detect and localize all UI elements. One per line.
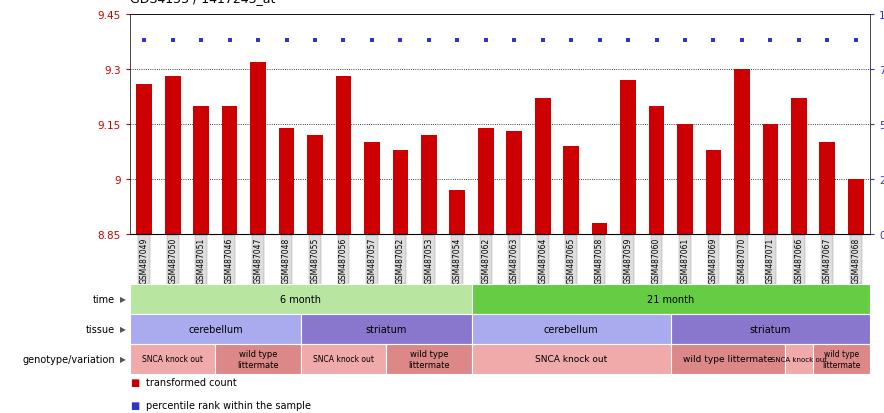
Bar — [507, 132, 522, 235]
Bar — [250, 62, 266, 235]
Bar — [471, 344, 671, 374]
Text: genotype/variation: genotype/variation — [22, 354, 115, 364]
Bar — [471, 284, 870, 314]
Text: SNCA knock out: SNCA knock out — [535, 355, 607, 363]
Text: striatum: striatum — [365, 324, 407, 334]
Bar — [671, 344, 785, 374]
Text: time: time — [93, 294, 115, 304]
Text: striatum: striatum — [750, 324, 791, 334]
Bar — [671, 314, 870, 344]
Bar — [164, 77, 180, 235]
Bar — [136, 85, 152, 235]
Text: SNCA knock out: SNCA knock out — [771, 356, 827, 362]
Bar — [278, 128, 294, 235]
Text: ▶: ▶ — [119, 355, 126, 363]
Text: wild type
littermate: wild type littermate — [822, 349, 861, 369]
Bar — [563, 147, 579, 235]
Text: wild type littermate: wild type littermate — [682, 355, 773, 363]
Text: cerebellum: cerebellum — [188, 324, 243, 334]
Text: wild type
littermate: wild type littermate — [408, 349, 450, 369]
Bar — [216, 344, 301, 374]
Bar — [478, 128, 493, 235]
Bar — [449, 190, 465, 235]
Bar — [222, 107, 238, 235]
Bar — [734, 70, 750, 235]
Bar — [677, 125, 693, 235]
Text: 21 month: 21 month — [647, 294, 695, 304]
Bar — [813, 344, 870, 374]
Bar — [130, 284, 471, 314]
Bar — [130, 344, 216, 374]
Text: ▶: ▶ — [119, 295, 126, 304]
Bar — [301, 344, 386, 374]
Bar — [591, 223, 607, 235]
Text: ▶: ▶ — [119, 325, 126, 334]
Text: SNCA knock out: SNCA knock out — [142, 355, 203, 363]
Bar — [848, 180, 864, 235]
Bar — [535, 99, 551, 235]
Text: GDS4153 / 1417243_at: GDS4153 / 1417243_at — [130, 0, 276, 5]
Bar — [307, 136, 323, 235]
Bar — [471, 314, 671, 344]
Text: 6 month: 6 month — [280, 294, 321, 304]
Bar — [785, 344, 813, 374]
Text: tissue: tissue — [86, 324, 115, 334]
Bar — [392, 150, 408, 235]
Text: ■: ■ — [130, 400, 140, 410]
Bar — [621, 81, 636, 235]
Bar — [791, 99, 807, 235]
Text: wild type
littermate: wild type littermate — [237, 349, 278, 369]
Bar — [819, 143, 835, 235]
Bar — [194, 107, 209, 235]
Bar — [649, 107, 665, 235]
Bar — [763, 125, 778, 235]
Text: transformed count: transformed count — [146, 377, 237, 387]
Text: percentile rank within the sample: percentile rank within the sample — [146, 400, 311, 410]
Text: SNCA knock out: SNCA knock out — [313, 355, 374, 363]
Text: cerebellum: cerebellum — [544, 324, 598, 334]
Bar — [130, 314, 301, 344]
Bar — [421, 136, 437, 235]
Bar — [364, 143, 380, 235]
Bar — [336, 77, 351, 235]
Text: ■: ■ — [130, 377, 140, 387]
Bar — [386, 344, 471, 374]
Bar — [301, 314, 471, 344]
Bar — [705, 150, 721, 235]
